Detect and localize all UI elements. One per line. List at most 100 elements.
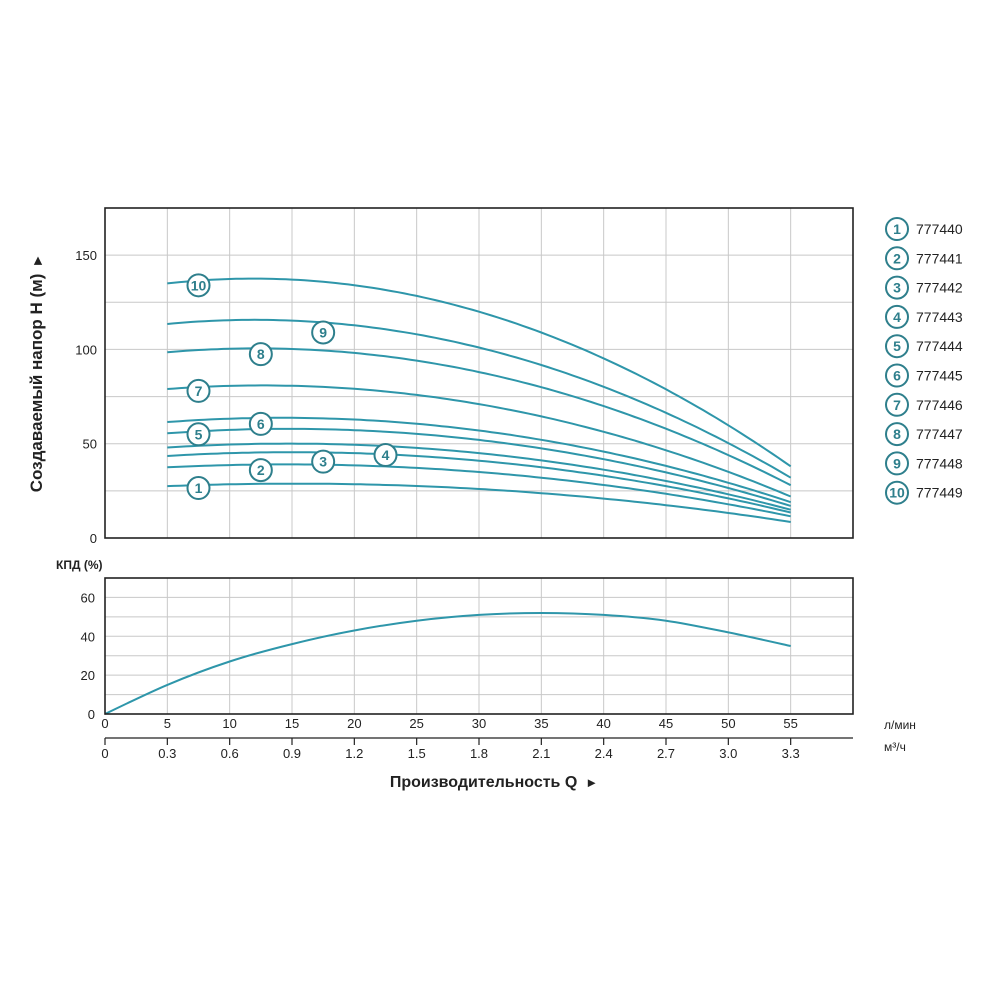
head-curve-777448 [167, 318, 792, 479]
badge-circle [186, 378, 211, 403]
legend-badge-number: 10 [889, 485, 905, 501]
badge-circle [248, 458, 273, 483]
badge-number: 10 [191, 277, 207, 293]
head-y-tick-label: 50 [83, 437, 97, 452]
legend-item-777441: 2 777441 [885, 246, 963, 271]
badge-number: 2 [257, 462, 265, 478]
badge-circle [373, 443, 398, 468]
x-tick-label-m3h: 0.9 [283, 746, 301, 761]
curve-badge-3: 3 [311, 449, 336, 474]
x-tick-label-m3h: 0 [101, 746, 108, 761]
legend-label: 777449 [916, 485, 963, 501]
x-tick-label-lpm: 30 [472, 716, 486, 731]
efficiency-y-tick-label: 20 [81, 668, 95, 683]
legend-item-777444: 5 777444 [885, 334, 963, 359]
badge-circle [311, 449, 336, 474]
x-tick-label-lpm: 10 [222, 716, 236, 731]
x-axis-label: Производительность Q ► [390, 774, 598, 791]
badge-number: 9 [319, 324, 327, 340]
curve-badges: 1 2 3 4 5 6 7 8 9 10 [186, 273, 398, 501]
legend-badge [885, 422, 909, 447]
efficiency-chart-frame [104, 577, 854, 715]
curve-badge-1: 1 [186, 476, 211, 501]
efficiency-curve [104, 611, 791, 715]
legend-item-777445: 6 777445 [885, 363, 963, 388]
x-tick-label-m3h: 3.3 [782, 746, 800, 761]
legend-badge [885, 275, 909, 300]
legend-badge-number: 6 [893, 368, 901, 384]
badge-circle [248, 342, 273, 367]
legend-badge-number: 3 [893, 280, 901, 296]
legend-badge [885, 246, 909, 271]
legend-item-777440: 1 777440 [885, 217, 963, 241]
legend: 1 777440 2 777441 3 777442 4 777443 5 777444 6 7774… [885, 217, 963, 505]
legend-item-777446: 7 777446 [885, 392, 963, 417]
legend-label: 777445 [916, 368, 963, 384]
head-chart-frame [104, 207, 854, 539]
efficiency-chart-grid [105, 578, 853, 714]
x-tick-label-m3h: 2.1 [532, 746, 550, 761]
curve-badge-10: 10 [186, 273, 211, 298]
legend-item-777447: 8 777447 [885, 422, 963, 447]
x-tick-label-m3h: 1.8 [470, 746, 488, 761]
legend-badge-number: 2 [893, 250, 901, 266]
legend-badge [885, 392, 909, 417]
legend-label: 777447 [916, 426, 963, 442]
efficiency-y-axis-label: КПД (%) [56, 558, 103, 572]
legend-label: 777444 [916, 338, 963, 354]
legend-badge [885, 217, 909, 241]
x-tick-label-lpm: 5 [164, 716, 171, 731]
head-curve-777442 [167, 451, 791, 514]
x-tick-label-lpm: 35 [534, 716, 548, 731]
legend-label: 777442 [916, 280, 963, 296]
x-tick-label-m3h: 3.0 [719, 746, 737, 761]
efficiency-y-tick-label: 60 [81, 590, 95, 605]
x-axis-lpm-ticks: 0 5 10 15 20 25 30 35 40 45 50 55 [101, 716, 798, 731]
head-curve-777446 [167, 384, 792, 498]
curve-badge-9: 9 [311, 320, 336, 345]
legend-label: 777440 [916, 221, 963, 237]
legend-item-777442: 3 777442 [885, 275, 963, 300]
x-tick-label-m3h: 0.3 [158, 746, 176, 761]
head-curve-777445 [167, 416, 792, 504]
legend-label: 777443 [916, 309, 963, 325]
legend-badge-number: 5 [893, 338, 901, 354]
legend-badge [885, 334, 909, 359]
legend-badge [885, 304, 909, 329]
x-axis-lpm-unit: л/мин [884, 718, 916, 732]
x-tick-label-lpm: 25 [409, 716, 423, 731]
efficiency-y-tick-label: 40 [81, 629, 95, 644]
head-y-axis-label: Создаваемый напор H (м)► [27, 254, 46, 493]
head-y-ticks: 0 50 100 150 [75, 248, 97, 546]
legend-badge [885, 363, 909, 388]
efficiency-y-ticks: 0 20 40 60 [81, 590, 95, 722]
badge-number: 6 [257, 416, 265, 432]
x-tick-label-lpm: 40 [596, 716, 610, 731]
x-tick-label-m3h: 2.7 [657, 746, 675, 761]
badge-circle [186, 476, 211, 501]
x-tick-label-m3h: 2.4 [595, 746, 613, 761]
curve-badge-5: 5 [186, 422, 211, 447]
legend-badge [885, 480, 909, 505]
x-tick-label-lpm: 55 [783, 716, 797, 731]
legend-item-777448: 9 777448 [885, 451, 963, 476]
head-curve-777443 [167, 442, 791, 511]
legend-label: 777448 [916, 455, 963, 471]
legend-badge-number: 9 [893, 455, 901, 471]
legend-label: 777441 [916, 250, 963, 266]
legend-badge-number: 7 [893, 397, 901, 413]
badge-circle [311, 320, 336, 345]
badge-number: 5 [195, 426, 203, 442]
badge-circle [186, 273, 211, 298]
legend-badge-number: 4 [893, 309, 901, 325]
curve-badge-6: 6 [248, 411, 273, 436]
legend-item-777449: 10 777449 [885, 480, 963, 505]
x-axis-m3h-unit: м³/ч [884, 740, 906, 754]
x-tick-label-lpm: 20 [347, 716, 361, 731]
curve-badge-8: 8 [248, 342, 273, 367]
curve-badge-4: 4 [373, 443, 398, 468]
legend-badge-number: 1 [893, 221, 901, 237]
x-tick-label-lpm: 50 [721, 716, 735, 731]
x-axis-m3h-ticks: 0 0.3 0.6 0.9 1.2 1.5 1.8 2.1 2.4 2.7 3.0 3.3 [101, 738, 800, 761]
